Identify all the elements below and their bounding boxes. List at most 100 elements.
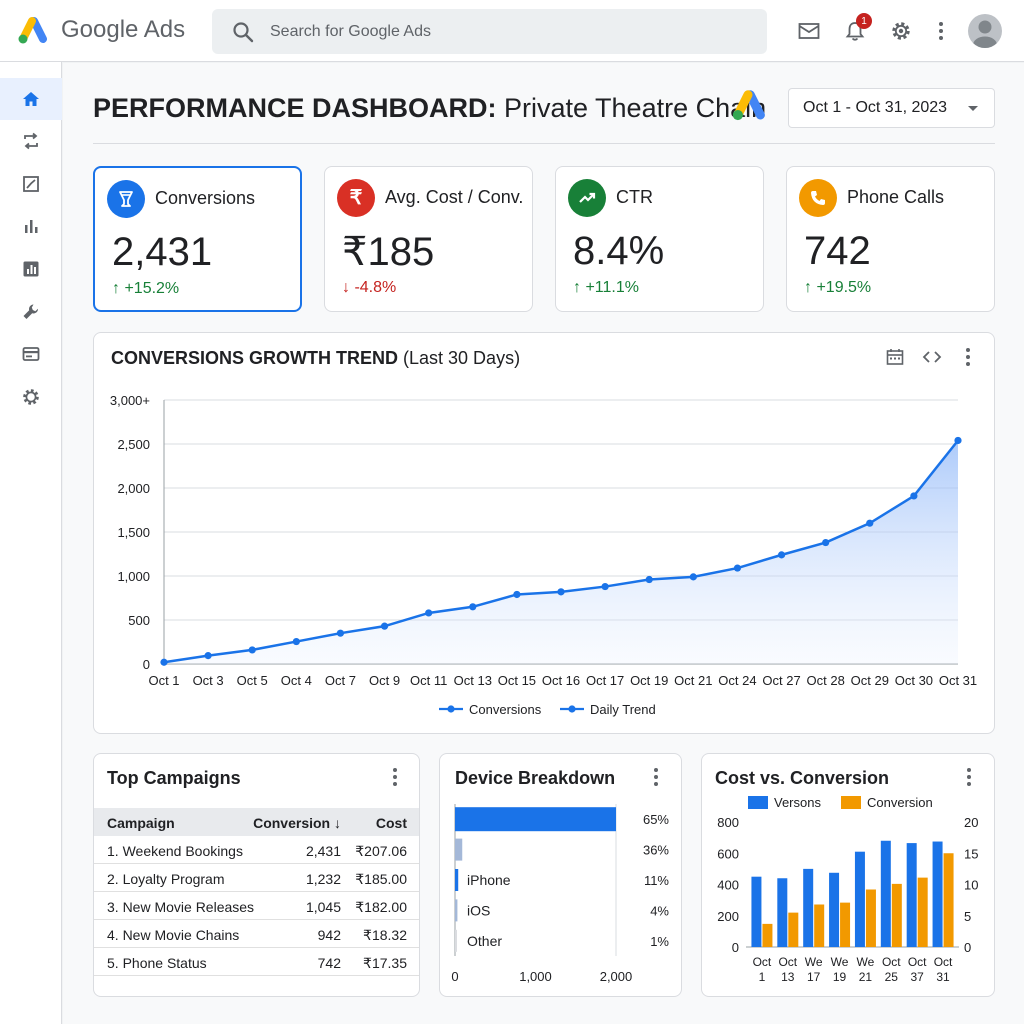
costconv-title: Cost vs. Conversion xyxy=(715,768,890,788)
legend-marker xyxy=(447,705,455,713)
kpi-delta: ↑ +11.1% xyxy=(573,279,639,296)
kpi-label: Phone Calls xyxy=(847,187,945,207)
avatar[interactable] xyxy=(968,14,1002,48)
date-range-select[interactable]: Oct 1 - Oct 31, 2023 xyxy=(788,88,995,128)
x-tick-label: Oct 27 xyxy=(762,673,800,688)
page-title: PERFORMANCE DASHBOARD: Private Theatre C… xyxy=(93,93,766,124)
mail-icon xyxy=(798,23,820,39)
cost-bar xyxy=(803,868,814,947)
cost-bar xyxy=(880,840,891,947)
sidebar-item-tools[interactable] xyxy=(0,291,62,333)
y-tick-label: 3,000+ xyxy=(110,393,150,408)
search-icon xyxy=(233,22,254,43)
table-header: Campaign Conversion ↓ Cost xyxy=(94,808,419,836)
x-tick-label: Oct 11 xyxy=(410,673,447,688)
x-tick-label: Oct 28 xyxy=(807,673,845,688)
kpi-card-avg-cost[interactable]: ₹ Avg. Cost / Conv. ₹185 ↓ -4.8% xyxy=(324,166,533,312)
header-divider xyxy=(93,143,995,144)
x-tick-label: 21 xyxy=(859,970,873,984)
cell-cost: ₹17.35 xyxy=(363,955,407,971)
x-tick-label: Oct xyxy=(934,955,953,969)
kpi-card-ctr[interactable]: CTR 8.4% ↑ +11.1% xyxy=(555,166,764,312)
x-tick-label: Oct 7 xyxy=(325,673,356,688)
cost-bar xyxy=(829,872,840,947)
data-point xyxy=(822,538,830,547)
conversion-bar xyxy=(917,877,928,947)
conversion-bar xyxy=(762,923,773,947)
x-tick-label: Oct 24 xyxy=(718,673,756,688)
y-right-tick-label: 0 xyxy=(964,940,971,955)
cell-conversion: 1,045 xyxy=(305,899,341,915)
y-left-tick-label: 0 xyxy=(732,940,739,955)
sidebar-item-reports[interactable] xyxy=(0,248,62,290)
sidebar-item-billing[interactable] xyxy=(0,333,62,375)
kpi-card-conversions[interactable]: Conversions 2,431 ↑ +15.2% xyxy=(93,166,302,312)
search-input[interactable] xyxy=(270,20,740,44)
x-tick-label: Oct 4 xyxy=(281,673,312,688)
legend-label: Versons xyxy=(774,795,821,810)
table-row[interactable]: 3. New Movie Releases 1,045 ₹182.00 xyxy=(94,892,419,920)
table-row[interactable]: 5. Phone Status 742 ₹17.35 xyxy=(94,948,419,976)
conversion-bar xyxy=(943,853,954,947)
google-ads-logo xyxy=(18,17,47,44)
phone-icon xyxy=(811,191,825,205)
conversion-bar xyxy=(788,912,799,947)
col-campaign[interactable]: Campaign xyxy=(107,815,175,831)
more-menu-button[interactable] xyxy=(926,16,956,46)
device-bar xyxy=(455,929,457,952)
kpi-value: 8.4% xyxy=(573,229,665,273)
sidebar-item-campaigns[interactable] xyxy=(0,205,62,247)
legend-label: Daily Trend xyxy=(590,702,656,717)
campaigns-more-icon[interactable] xyxy=(390,767,400,787)
x-tick-label: 2,000 xyxy=(600,969,633,984)
x-tick-label: 13 xyxy=(781,970,795,984)
cell-cost: ₹185.00 xyxy=(355,871,407,887)
y-tick-label: 500 xyxy=(128,613,150,628)
y-right-tick-label: 5 xyxy=(964,909,971,924)
table-row[interactable]: 1. Weekend Bookings 2,431 ₹207.06 xyxy=(94,836,419,864)
settings-button[interactable] xyxy=(886,16,916,46)
code-icon[interactable] xyxy=(921,347,943,367)
cell-cost: ₹207.06 xyxy=(355,843,407,859)
cell-campaign: 5. Phone Status xyxy=(107,955,207,971)
legend-swatch xyxy=(841,796,861,809)
device-bar xyxy=(455,899,458,922)
col-cost[interactable]: Cost xyxy=(375,815,407,831)
y-left-tick-label: 800 xyxy=(717,815,739,830)
page-title-strong: PERFORMANCE DASHBOARD: xyxy=(93,93,497,123)
more-vert-icon xyxy=(936,21,946,41)
device-more-icon[interactable] xyxy=(651,767,661,787)
data-point xyxy=(513,590,521,599)
kpi-delta: ↑ +15.2% xyxy=(112,280,180,297)
data-point xyxy=(292,637,300,646)
device-percent: 65% xyxy=(643,812,669,827)
data-point xyxy=(469,603,477,611)
search-bar[interactable] xyxy=(212,9,767,54)
costconv-more-icon[interactable] xyxy=(964,767,974,787)
main-content: PERFORMANCE DASHBOARD: Private Theatre C… xyxy=(63,63,1024,1024)
notifications-button[interactable]: 1 xyxy=(840,13,872,46)
trend-more-icon[interactable] xyxy=(963,347,973,367)
device-percent: 36% xyxy=(643,843,669,858)
kpi-card-phone-calls[interactable]: Phone Calls 742 ↑ +19.5% xyxy=(786,166,995,312)
legend-marker xyxy=(568,705,576,713)
mail-button[interactable] xyxy=(794,16,824,46)
sidebar-item-recommendations[interactable] xyxy=(0,120,62,162)
cost-vs-conversion-card: Cost vs. Conversion 0 200 400 600 800 0 5 10 15 2… xyxy=(701,753,995,997)
col-conversion[interactable]: Conversion ↓ xyxy=(253,815,341,831)
table-row[interactable]: 2. Loyalty Program 1,232 ₹185.00 xyxy=(94,864,419,892)
calendar-icon[interactable] xyxy=(885,347,905,367)
top-campaigns-card: Top Campaigns Campaign Conversion ↓ Cost… xyxy=(93,753,420,997)
sidebar-item-settings[interactable] xyxy=(0,376,62,418)
sidebar-item-insights[interactable] xyxy=(0,163,62,205)
x-tick-label: Oct 30 xyxy=(895,673,933,688)
conversion-bar xyxy=(840,902,851,947)
device-label: iPhone xyxy=(467,872,511,888)
sidebar-item-overview[interactable] xyxy=(0,78,62,120)
series-area xyxy=(164,440,958,664)
data-point xyxy=(380,622,389,630)
x-tick-label: Oct 1 xyxy=(148,673,179,688)
legend-swatch xyxy=(748,796,768,809)
device-label: Other xyxy=(467,933,502,949)
table-row[interactable]: 4. New Movie Chains 942 ₹18.32 xyxy=(94,920,419,948)
